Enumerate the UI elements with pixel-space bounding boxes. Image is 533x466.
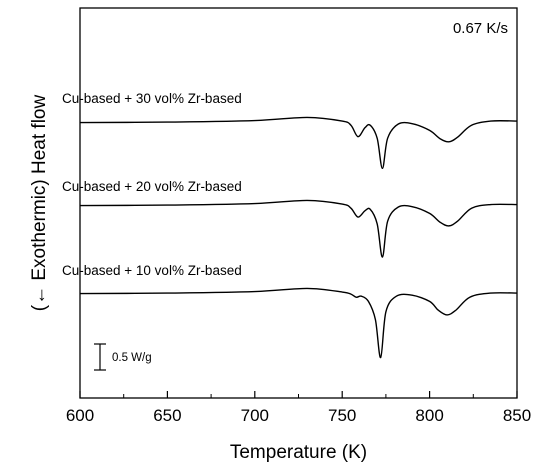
series-layer: Cu-based + 30 vol% Zr-based Cu-based + 20… xyxy=(62,91,518,359)
x-tick-label-750: 750 xyxy=(328,406,356,425)
series-label-1: Cu-based + 30 vol% Zr-based xyxy=(62,91,242,106)
series-line-1 xyxy=(79,116,518,170)
plot-frame xyxy=(79,7,518,399)
series-label-2: Cu-based + 20 vol% Zr-based xyxy=(62,179,242,194)
y-axis-title: (← Exothermic) Heat flow xyxy=(29,95,50,312)
heating-rate-annotation: 0.67 K/s xyxy=(453,20,508,37)
series-label-3: Cu-based + 10 vol% Zr-based xyxy=(62,263,242,278)
series-line-3 xyxy=(79,287,518,359)
x-tick-label-800: 800 xyxy=(415,406,443,425)
x-axis-title: Temperature (K) xyxy=(230,442,367,463)
series-line-2 xyxy=(79,199,518,258)
x-tick-label-600: 600 xyxy=(66,406,94,425)
x-axis-ticks: 600 650 700 750 800 850 xyxy=(66,391,531,425)
x-tick-label-700: 700 xyxy=(241,406,269,425)
scale-bar: 0.5 W/g xyxy=(94,343,152,371)
scale-bar-label: 0.5 W/g xyxy=(112,352,152,364)
x-tick-label-650: 650 xyxy=(153,406,181,425)
x-tick-label-850: 850 xyxy=(503,406,531,425)
